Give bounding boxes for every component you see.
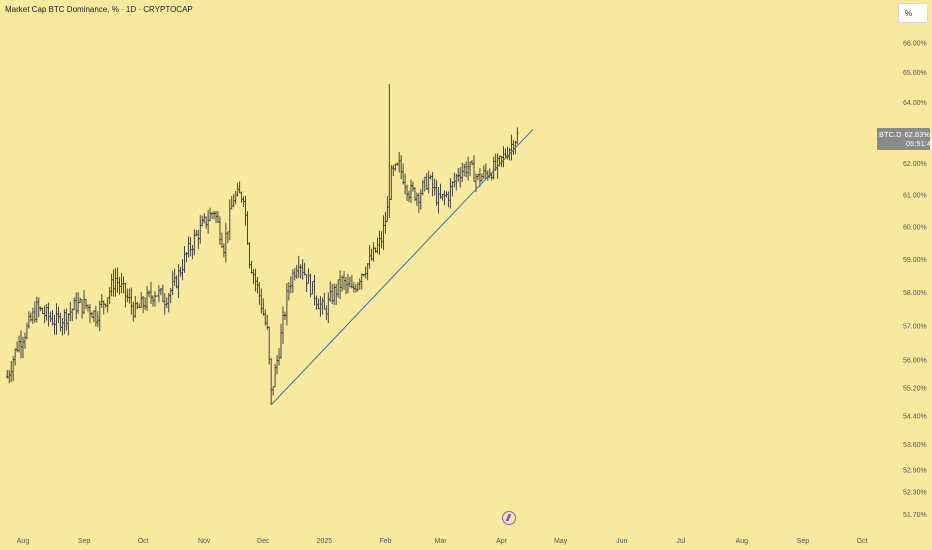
y-tick-label: 65.00% (903, 70, 927, 77)
y-tick-label: 58.00% (903, 290, 927, 297)
y-tick-label: 60.00% (903, 224, 927, 231)
y-tick-label: 55.20% (903, 385, 927, 392)
x-tick-label: Sep (797, 538, 810, 545)
y-tick-label: 62.00% (903, 161, 927, 168)
x-tick-label: Oct (857, 538, 868, 545)
price-tag-symbol: BTC.D (879, 130, 902, 139)
x-tick-label: Oct (138, 538, 149, 545)
y-tick-label: 57.00% (903, 323, 927, 330)
y-tick-label: 51.70% (903, 512, 927, 519)
y-tick-label: 53.60% (903, 442, 927, 449)
y-tick-label: 64.00% (903, 100, 927, 107)
x-tick-label: Jun (616, 538, 627, 545)
candle-series (6, 83, 519, 405)
x-tick-label: Apr (496, 538, 508, 545)
x-tick-label: Nov (198, 538, 211, 545)
chart-title: Market Cap BTC Dominance, % · 1D · CRYPT… (5, 5, 193, 14)
x-tick-label: Aug (736, 538, 749, 545)
x-tick-label: May (554, 538, 568, 545)
last-price-tag: BTC.D62.83% 05:51:45 (877, 128, 932, 150)
flash-icon[interactable] (502, 511, 516, 525)
y-tick-label: 59.00% (903, 257, 927, 264)
trendline-layer (270, 128, 534, 406)
x-tick-label: Dec (257, 538, 270, 545)
bar-countdown: 05:51:45 (906, 139, 932, 148)
y-axis: 66.00%65.00%64.00%63.00%62.00%61.00%60.0… (903, 40, 927, 518)
x-tick-label: Jul (676, 538, 685, 545)
x-tick-label: Aug (17, 538, 30, 545)
y-tick-label: 52.30% (903, 489, 927, 496)
y-tick-label: 56.00% (903, 358, 927, 365)
price-tag-value: 62.83% (904, 130, 930, 139)
percent-scale-button[interactable]: % (898, 3, 928, 23)
x-tick-label: Mar (434, 538, 447, 545)
support-trendline (270, 128, 534, 406)
y-tick-label: 66.00% (903, 40, 927, 47)
y-tick-label: 54.40% (903, 414, 927, 421)
y-tick-label: 61.00% (903, 193, 927, 200)
x-tick-label: Sep (78, 538, 91, 545)
x-tick-label: 2025 (317, 538, 333, 545)
x-axis: Aug Sep Oct Nov Dec 2025 Feb Mar Apr May Jun Jul Aug… (17, 538, 868, 545)
x-tick-label: Feb (379, 538, 391, 545)
y-tick-label: 52.90% (903, 467, 927, 474)
